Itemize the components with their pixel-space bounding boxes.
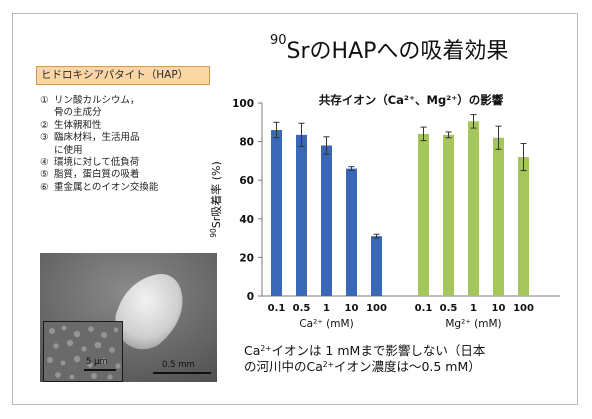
bar <box>321 145 332 296</box>
chart-caption: Ca2+イオンは 1 mMまで影響しない（日本 の河川中のCa2+イオン濃度は～… <box>244 343 574 375</box>
property-number: ③ <box>40 132 49 144</box>
x-tick-label: 100 <box>366 303 387 314</box>
caption-2a: の河川中のCa <box>244 359 323 374</box>
x-tick-label: 0.1 <box>268 303 286 314</box>
bar <box>371 236 382 296</box>
page-title: 90SrのHAPへの吸着効果 <box>270 34 509 66</box>
property-list: ① リン酸カルシウム， 骨の主成分 ② 生体親和性 ③ 臨床材料，生活用品 に使用 ④ 環境に対し… <box>40 95 220 194</box>
property-item: ⑤ 脂質，蛋白質の吸着 <box>40 169 220 181</box>
x-tick-label: 10 <box>345 303 359 314</box>
x-tick-label: 100 <box>513 303 534 314</box>
property-number: ⑥ <box>40 181 49 193</box>
group-label: Mg²⁺ (mM) <box>445 318 501 330</box>
property-number: ④ <box>40 157 49 169</box>
y-tick-label: 40 <box>239 214 254 226</box>
title-superscript: 90 <box>270 33 287 48</box>
property-number: ⑤ <box>40 169 49 181</box>
x-tick-label: 1 <box>470 303 477 314</box>
sem-inset-image <box>43 321 123 382</box>
bar <box>296 134 307 296</box>
x-tick-label: 1 <box>323 303 330 314</box>
property-text: 骨の主成分 <box>54 107 102 119</box>
property-item: ⑥ 重金属とのイオン交換能 <box>40 182 220 194</box>
bar <box>518 157 529 296</box>
x-tick-label: 10 <box>492 303 506 314</box>
title-text: SrのHAPへの吸着効果 <box>286 39 509 64</box>
hap-label: ヒドロキシアパタイト（HAP） <box>41 69 189 81</box>
bar <box>418 133 429 296</box>
property-text: 重金属とのイオン交換能 <box>54 181 159 193</box>
sem-image <box>40 253 217 382</box>
bar <box>346 168 357 296</box>
y-tick-label: 0 <box>247 291 254 303</box>
bar <box>443 134 454 296</box>
sem-inset-texture <box>44 322 122 381</box>
y-axis-label-superscript: 90 <box>209 228 218 238</box>
property-item: ④ 環境に対して低負荷 <box>40 157 220 169</box>
property-number: ② <box>40 119 49 131</box>
property-text: に使用 <box>54 144 83 156</box>
scale-label-large: 0.5 mm <box>162 360 195 370</box>
y-tick-label: 80 <box>239 137 254 149</box>
property-text: 環境に対して低負荷 <box>54 157 140 169</box>
caption-2-sup: 2+ <box>322 360 334 369</box>
hap-label-box: ヒドロキシアパタイト（HAP） <box>36 66 210 85</box>
property-item: ① リン酸カルシウム， <box>40 95 220 107</box>
x-tick-label: 0.5 <box>293 303 311 314</box>
property-text: リン酸カルシウム， <box>54 95 140 106</box>
bar <box>468 121 479 297</box>
property-item: ② 生体親和性 <box>40 120 220 132</box>
x-tick-label: 0.5 <box>440 303 458 314</box>
y-tick-label: 100 <box>232 98 254 110</box>
bar <box>493 137 504 296</box>
property-text: 臨床材料，生活用品 <box>54 132 140 144</box>
property-text: 生体親和性 <box>54 119 102 131</box>
property-item: に使用 <box>40 145 220 157</box>
y-axis-label-text: Sr吸着率 (%) <box>209 161 223 228</box>
sem-micrograph <box>40 253 217 382</box>
y-tick-label: 20 <box>239 252 254 264</box>
x-tick-label: 0.1 <box>415 303 433 314</box>
y-tick-label: 60 <box>239 175 254 187</box>
caption-1a: Ca <box>244 343 261 358</box>
caption-line-2: の河川中のCa2+イオン濃度は～0.5 mM） <box>244 359 574 375</box>
property-number: ① <box>40 95 49 106</box>
property-item: 骨の主成分 <box>40 107 220 119</box>
y-axis-label: 90Sr吸着率 (%) <box>209 161 223 238</box>
caption-1b: イオンは 1 mMまで影響しない（日本 <box>271 343 486 358</box>
caption-2b: イオン濃度は～0.5 mM） <box>333 359 481 374</box>
caption-1-sup: 2+ <box>260 344 272 353</box>
bar <box>271 130 282 296</box>
scale-label-small: 5 μm <box>86 357 108 367</box>
chart-title: 共存イオン（Ca²⁺、Mg²⁺）の影響 <box>319 93 504 107</box>
group-label: Ca²⁺ (mM) <box>299 318 353 330</box>
caption-line-1: Ca2+イオンは 1 mMまで影響しない（日本 <box>244 343 574 359</box>
scale-bar-small <box>84 369 116 371</box>
property-item: ③ 臨床材料，生活用品 <box>40 132 220 144</box>
property-text: 脂質，蛋白質の吸着 <box>54 169 140 181</box>
scale-bar-large <box>153 372 211 374</box>
